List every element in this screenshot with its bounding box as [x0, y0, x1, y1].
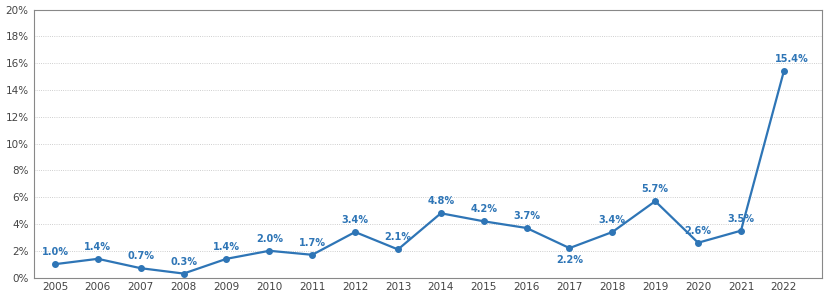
Text: 1.4%: 1.4% — [84, 242, 111, 252]
Text: 5.7%: 5.7% — [641, 184, 668, 194]
Text: 2.2%: 2.2% — [555, 255, 582, 265]
Text: 15.4%: 15.4% — [774, 54, 808, 64]
Text: 4.8%: 4.8% — [427, 196, 454, 206]
Text: 1.7%: 1.7% — [299, 238, 325, 248]
Text: 3.4%: 3.4% — [342, 215, 368, 225]
Text: 2.1%: 2.1% — [384, 232, 411, 243]
Text: 1.0%: 1.0% — [41, 247, 69, 257]
Text: 1.4%: 1.4% — [213, 242, 240, 252]
Text: 2.0%: 2.0% — [256, 234, 283, 244]
Text: 3.5%: 3.5% — [727, 214, 753, 224]
Text: 2.6%: 2.6% — [684, 226, 710, 236]
Text: 4.2%: 4.2% — [470, 204, 497, 214]
Text: 0.7%: 0.7% — [127, 251, 154, 261]
Text: 3.7%: 3.7% — [513, 211, 539, 221]
Text: 3.4%: 3.4% — [598, 215, 625, 225]
Text: 0.3%: 0.3% — [170, 257, 197, 267]
